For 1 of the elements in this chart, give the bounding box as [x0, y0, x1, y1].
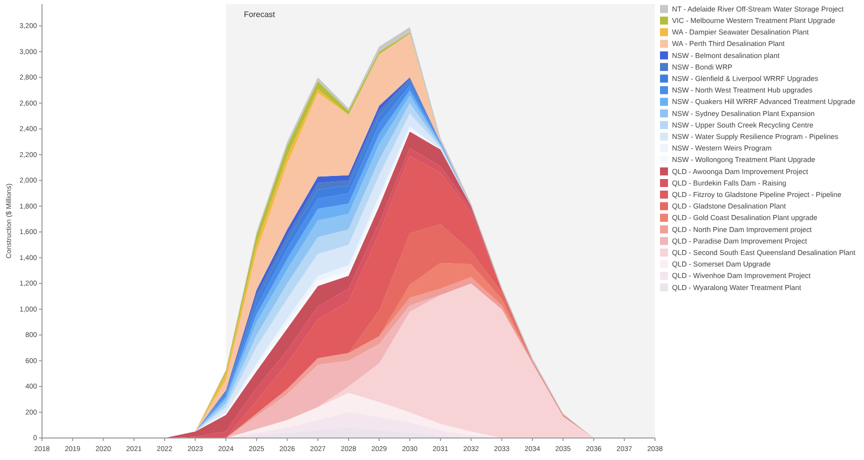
band-label: Forecast — [244, 10, 276, 19]
